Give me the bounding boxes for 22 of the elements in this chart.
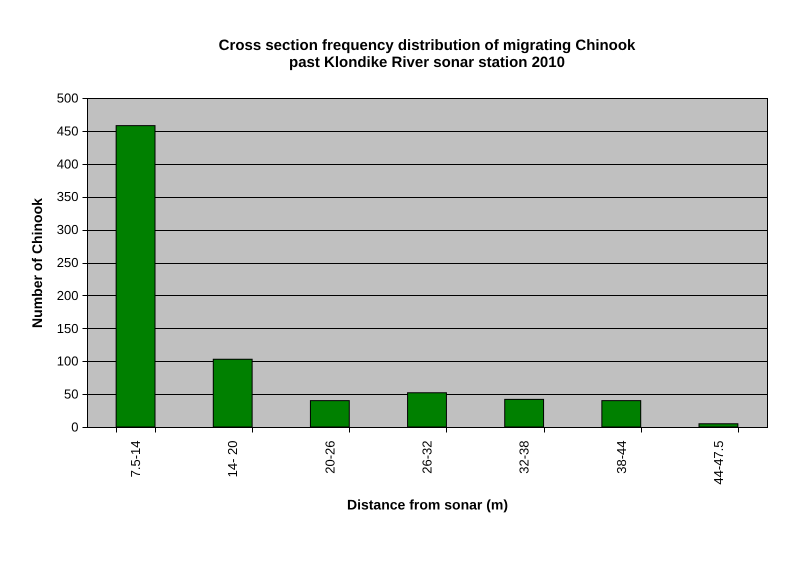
- x-tick-label: 32-38: [516, 440, 532, 474]
- y-tick-label: 250: [56, 255, 78, 270]
- x-tick-label: 20-26: [322, 440, 338, 474]
- y-tick-label: 0: [71, 420, 78, 434]
- x-tick-label: 14- 20: [225, 440, 240, 478]
- y-tick-label: 150: [56, 320, 78, 336]
- x-tick-label: 44-47.5: [710, 440, 726, 485]
- y-tick-label: 400: [56, 156, 78, 172]
- x-tick-label: 7.5-14: [128, 440, 144, 478]
- text: past Klondike River sonar station 2010: [289, 54, 565, 71]
- y-tick-label: 200: [56, 288, 78, 303]
- x-axis-title: Distance from sonar (m): [346, 496, 508, 513]
- y-tick-label: 300: [56, 222, 78, 238]
- y-tick-label: 100: [56, 354, 78, 369]
- text: Cross section frequency distribution of migrating Chinook: [218, 37, 636, 54]
- y-tick-label: 50: [64, 386, 78, 402]
- y-axis-title: Number of Chinook: [28, 198, 45, 328]
- x-tick-label: 38-44: [614, 440, 629, 474]
- y-tick-label: 500: [56, 90, 78, 106]
- x-tick-label: 26-32: [420, 440, 434, 474]
- y-tick-label: 450: [56, 123, 78, 138]
- y-tick-label: 350: [56, 189, 78, 204]
